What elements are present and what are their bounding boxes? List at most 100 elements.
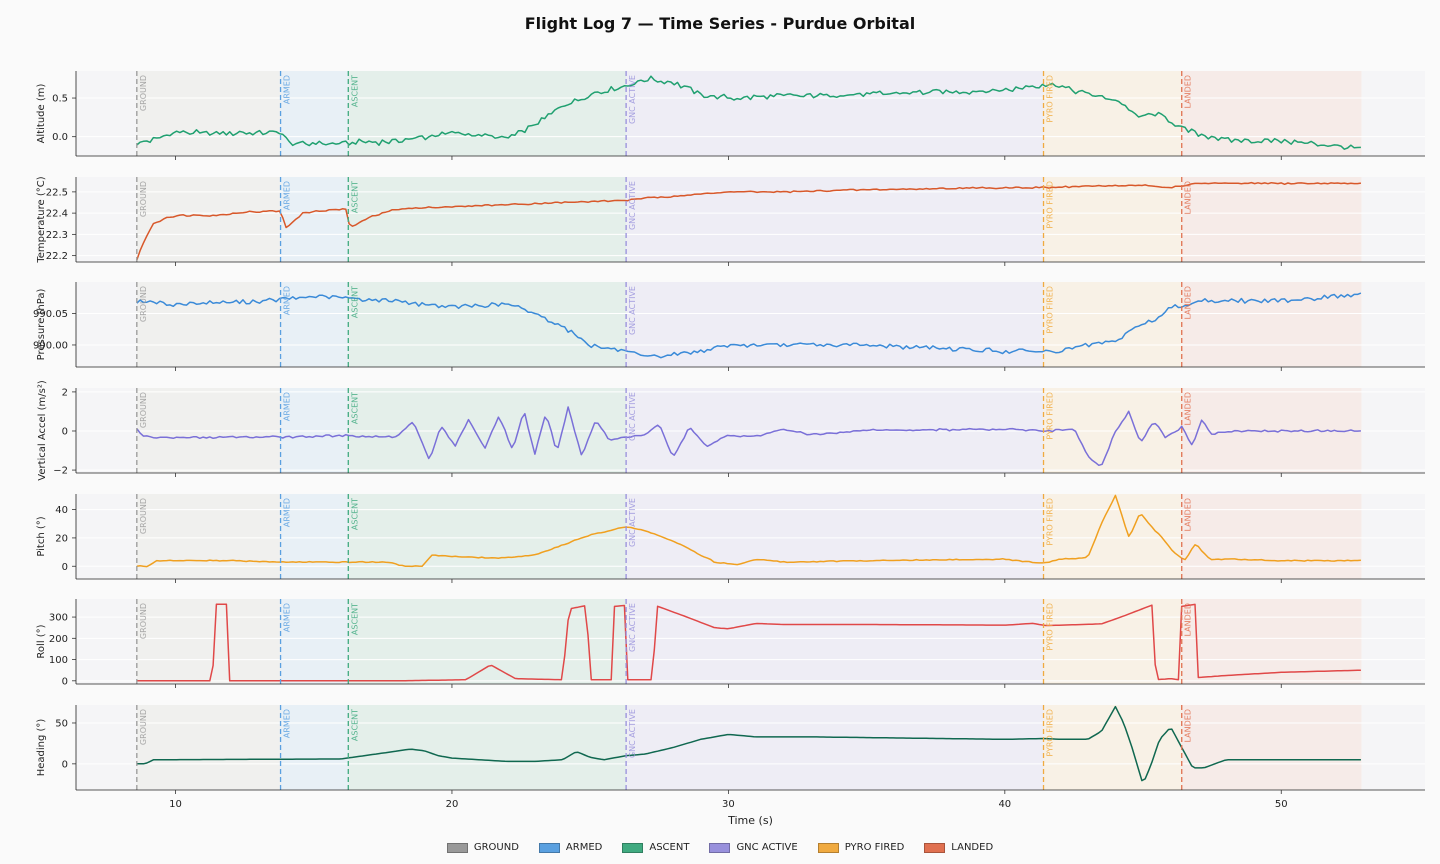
x-axis-label: Time (s) (727, 814, 773, 827)
y-tick-label: 0.0 (52, 132, 68, 143)
phase-label: GROUND (139, 603, 148, 639)
legend: GROUND ARMED ASCENT GNC ACTIVE PYRO FIRED LAN… (0, 842, 1440, 853)
y-tick-label: 990.00 (33, 340, 68, 351)
phase-label: LANDED (1184, 286, 1193, 319)
y-tick-label: 2 (62, 387, 68, 398)
y-tick-label: 20 (55, 533, 68, 544)
phase-shade (626, 705, 1044, 790)
phase-shade (348, 599, 627, 684)
phase-label: ASCENT (350, 392, 359, 424)
y-tick-label: 22.4 (46, 209, 68, 220)
phase-label: LANDED (1184, 181, 1193, 214)
y-axis-label: Altitude (m) (36, 84, 47, 144)
phase-shade (1181, 282, 1362, 367)
phase-label: PYRO FIRED (1046, 709, 1055, 757)
legend-item: GROUND (446, 842, 519, 853)
page-title: Flight Log 7 — Time Series - Purdue Orbi… (524, 14, 916, 33)
x-tick-label: 20 (446, 799, 459, 810)
phase-label: LANDED (1184, 392, 1193, 425)
phase-shade (1181, 599, 1362, 684)
phase-shade (136, 282, 281, 367)
phase-shade (1181, 71, 1362, 156)
phase-label: ASCENT (350, 709, 359, 741)
y-tick-label: −2 (53, 466, 68, 477)
legend-label: GROUND (473, 842, 519, 853)
x-tick-label: 30 (722, 799, 735, 810)
phase-label: PYRO FIRED (1046, 498, 1055, 546)
phase-label: ARMED (283, 392, 292, 421)
y-tick-label: 22.2 (46, 251, 68, 262)
series-line (136, 705, 1361, 782)
phase-shade (348, 71, 627, 156)
y-tick-label: 200 (49, 634, 68, 645)
y-tick-label: 990.05 (33, 309, 68, 320)
y-tick-label: 0 (62, 562, 68, 573)
y-tick-label: 0 (62, 426, 68, 437)
phase-shade (1181, 705, 1362, 790)
phase-label: ASCENT (350, 181, 359, 213)
phase-label: GROUND (139, 392, 148, 428)
legend-label: PYRO FIRED (844, 842, 905, 853)
phase-label: ARMED (283, 286, 292, 315)
panel-4: −2 0 2 Vertical Accel (m/s²) GROUND ARMED ASCE… (37, 380, 1425, 481)
y-tick-label: 22.5 (46, 187, 68, 198)
phase-label: PYRO FIRED (1046, 181, 1055, 229)
y-axis-label: Pressure (hPa) (36, 289, 47, 361)
phase-shade (1043, 599, 1182, 684)
phase-label: GROUND (139, 181, 148, 217)
phase-label: ASCENT (350, 75, 359, 107)
phase-shade (626, 282, 1044, 367)
panel-5: 0 20 40 Pitch (°) GROUND ARMED ASCENT GNC ACTIV… (36, 494, 1425, 583)
y-axis-label: Heading (°) (36, 719, 47, 777)
phase-label: ARMED (283, 709, 292, 738)
y-tick-label: 50 (55, 718, 68, 729)
phase-label: PYRO FIRED (1046, 75, 1055, 123)
phase-shade (1181, 494, 1362, 579)
phase-label: LANDED (1184, 709, 1193, 742)
phase-shade (280, 494, 349, 579)
legend-swatch (924, 842, 946, 853)
phase-shade (1043, 71, 1182, 156)
phase-label: GROUND (139, 75, 148, 111)
phase-shade (280, 705, 349, 790)
y-axis-label: Vertical Accel (m/s²) (37, 380, 48, 481)
legend-label: LANDED (951, 842, 994, 853)
phase-label: LANDED (1184, 75, 1193, 108)
legend-swatch (709, 842, 731, 853)
phase-label: GNC ACTIVE (628, 498, 637, 547)
y-tick-label: 100 (49, 655, 68, 666)
phase-label: GROUND (139, 709, 148, 745)
y-axis-label: Pitch (°) (36, 516, 47, 556)
y-tick-label: 0 (62, 676, 68, 687)
phase-label: ARMED (283, 181, 292, 210)
phase-label: PYRO FIRED (1046, 392, 1055, 440)
phase-shade (1043, 705, 1182, 790)
legend-swatch (817, 842, 839, 853)
legend-label: ARMED (565, 842, 603, 853)
phase-label: ARMED (283, 75, 292, 104)
phase-label: GROUND (139, 498, 148, 534)
phase-shade (1043, 494, 1182, 579)
phase-label: ASCENT (350, 498, 359, 530)
y-tick-label: 22.3 (46, 230, 68, 241)
phase-label: ASCENT (350, 603, 359, 635)
y-tick-label: 0.5 (52, 94, 68, 105)
legend-item: ARMED (538, 842, 603, 853)
x-tick-label: 50 (1275, 799, 1288, 810)
legend-swatch (446, 842, 468, 853)
phase-label: PYRO FIRED (1046, 286, 1055, 334)
phase-shade (1043, 282, 1182, 367)
phase-label: ARMED (283, 603, 292, 632)
y-tick-label: 0 (62, 759, 68, 770)
phase-shade (348, 177, 627, 262)
phase-label: ARMED (283, 498, 292, 527)
phase-label: GNC ACTIVE (628, 181, 637, 230)
series-line (136, 292, 1362, 359)
phase-shade (626, 599, 1044, 684)
phase-shade (1181, 177, 1362, 262)
phase-shade (626, 494, 1044, 579)
legend-swatch (538, 842, 560, 853)
